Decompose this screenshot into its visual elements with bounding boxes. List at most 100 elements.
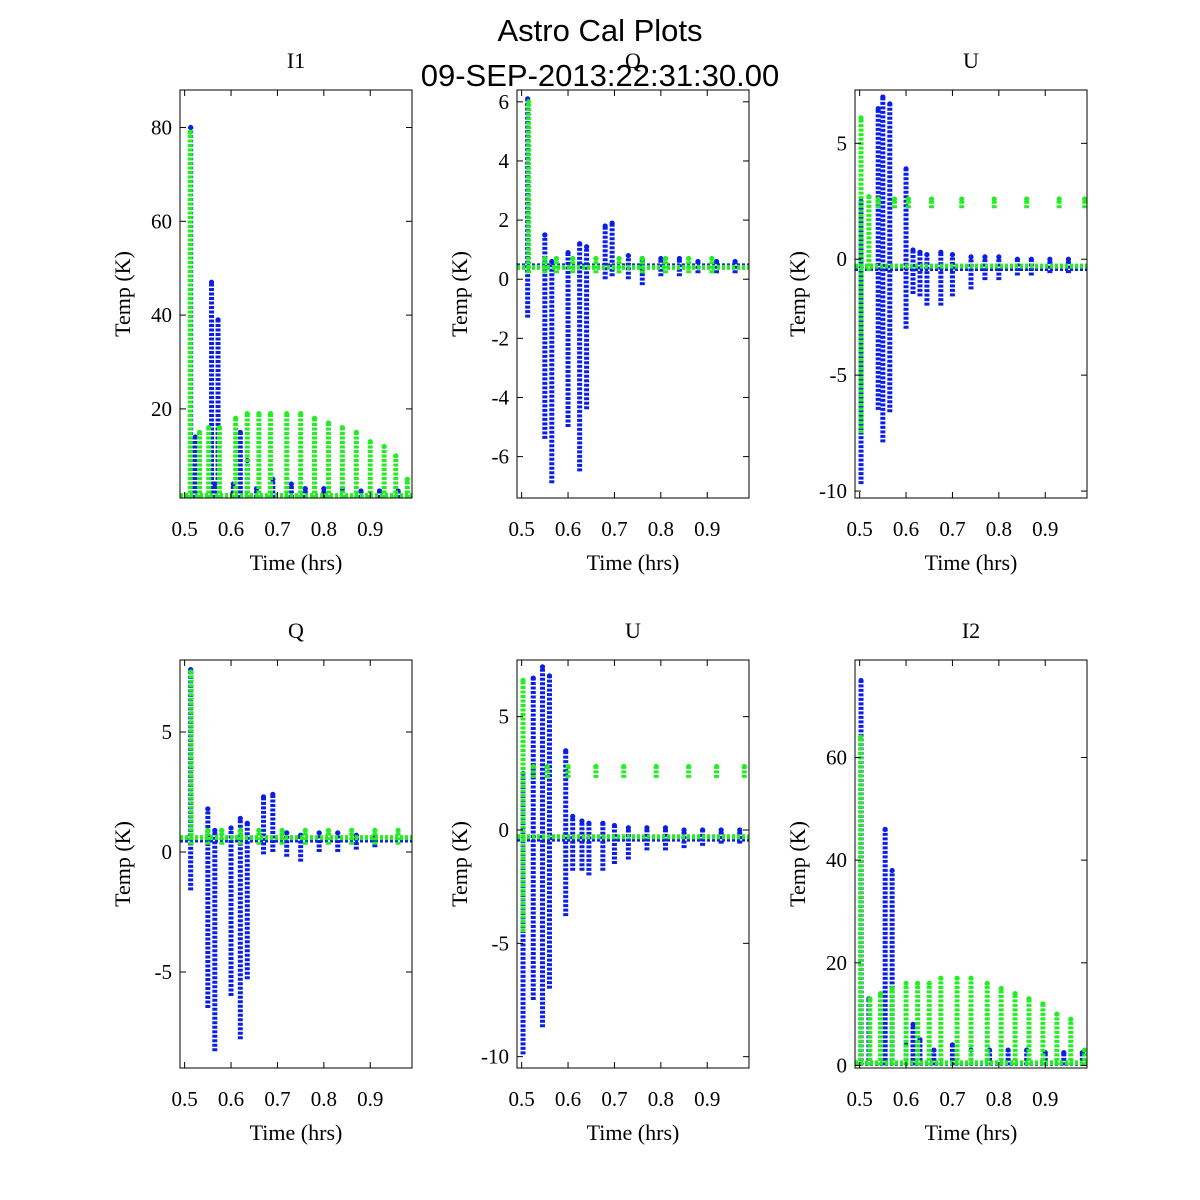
axes-frame [854,659,1088,1069]
series-2-point [741,763,747,770]
series-1-point [376,488,383,494]
series-1-point [549,258,555,265]
series-1-point [968,254,974,260]
x-axis-label: Time (hrs) [250,1120,343,1145]
series-1-point [732,258,738,265]
series-2-point [349,827,355,834]
series-2-point [219,827,225,834]
x-tick-label: 0.8 [311,517,337,541]
figure-title: Astro Cal Plots [497,13,702,48]
x-tick-label: 0.9 [694,1087,720,1111]
x-tick-label: 0.8 [648,517,674,541]
y-tick-label: 60 [826,746,847,770]
series-2-point [367,439,373,445]
series-2-point [339,425,345,431]
y-tick-label: 5 [162,720,173,744]
series-1-point [858,677,864,684]
series-1-point [288,481,294,487]
series-1-point [270,791,276,798]
series-1-point [681,827,687,833]
y-tick-label: -5 [492,931,510,955]
y-axis-label: Temp (K) [447,251,472,337]
series-1-point [700,827,706,833]
series-2-point [875,196,881,202]
x-tick-label: 0.6 [555,1087,581,1111]
series-2-point [520,677,526,684]
y-tick-label: 20 [826,951,847,975]
series-2-point [353,429,359,435]
series-1-point [609,220,615,226]
y-tick-label: -5 [830,363,848,387]
x-tick-label: 0.5 [509,1087,535,1111]
y-axis-label: Temp (K) [785,251,810,337]
plot-area [517,664,749,1055]
x-axis-label: Time (hrs) [587,550,680,575]
x-tick-label: 0.8 [986,1087,1012,1111]
series-1-point [982,254,988,260]
axes-frame [854,89,1088,499]
y-tick-label: 0 [837,247,848,271]
x-axis-label: Time (hrs) [925,1120,1018,1145]
series-1-point [924,251,930,258]
plot-area [855,94,1087,485]
x-axis-label: Time (hrs) [587,1120,680,1145]
series-2-point [991,196,997,202]
chart-panel-5: 0.5 0.6 0.7 0.8 0.9 -10 -5 0 5 U Time (hrs) Temp (K… [447,618,750,1145]
series-2-point [686,763,692,770]
series-2-point [639,255,645,262]
series-1-point [539,664,546,670]
series-2-point [393,453,399,459]
x-axis-label: Time (hrs) [250,550,343,575]
series-2-point [653,763,659,770]
x-tick-label: 0.8 [648,1087,674,1111]
series-1-point [938,249,944,255]
x-tick-label: 0.9 [357,517,383,541]
chart-panel-2: 0.5 0.6 0.7 0.8 0.9 -6 -4 -2 0 2 4 6 Q Time (hrs) Temp… [447,48,750,575]
series-1-point [600,820,606,826]
series-2-point [206,425,212,431]
chart-panel-4: 0.5 0.6 0.7 0.8 0.9 -5 0 5 Q Time (hrs) Temp (K) [110,618,413,1145]
series-1-point [335,830,341,836]
series-1-point [644,825,650,831]
series-2-point [926,980,932,986]
x-tick-label: 0.9 [1032,517,1058,541]
series-2-point [553,255,560,262]
panel-title: U [963,48,979,73]
series-2-point [404,476,410,482]
series-2-point [709,255,715,262]
series-2-point [1026,996,1032,1002]
series-2-point [1068,1016,1074,1022]
axes-frame [516,89,750,499]
panel-title: Q [288,618,304,643]
series-2-point [372,827,378,834]
panel-title: I1 [287,48,305,73]
series-1-point [949,1042,956,1048]
chart-panel-6: 0.5 0.6 0.7 0.8 0.9 0 20 40 60 I2 Time (hrs) Temp (… [785,618,1088,1145]
series-1-point [321,486,327,492]
series-1-point [546,673,553,679]
y-tick-label: 4 [499,149,510,173]
series-2-point [302,827,308,834]
y-tick-label: 60 [151,209,172,233]
x-tick-label: 0.6 [555,517,581,541]
series-1-point [910,247,916,253]
series-2-point [915,980,921,986]
x-tick-label: 0.7 [939,1087,965,1111]
series-2-point [187,129,193,135]
series-1-point [1028,256,1034,262]
y-tick-label: -10 [819,479,847,503]
series-2-point [889,985,895,992]
y-tick-label: -5 [155,960,173,984]
series-2-point [867,996,873,1002]
series-2-point [1054,1011,1060,1017]
series-2-point [866,194,872,200]
series-1-point [577,241,583,247]
series-1-point [260,794,267,800]
y-tick-label: -6 [492,445,510,469]
series-1-point [917,249,923,255]
x-tick-label: 0.7 [939,517,965,541]
panel-title: U [625,618,641,643]
series-2-point [237,827,243,834]
series-2-point [244,410,250,417]
